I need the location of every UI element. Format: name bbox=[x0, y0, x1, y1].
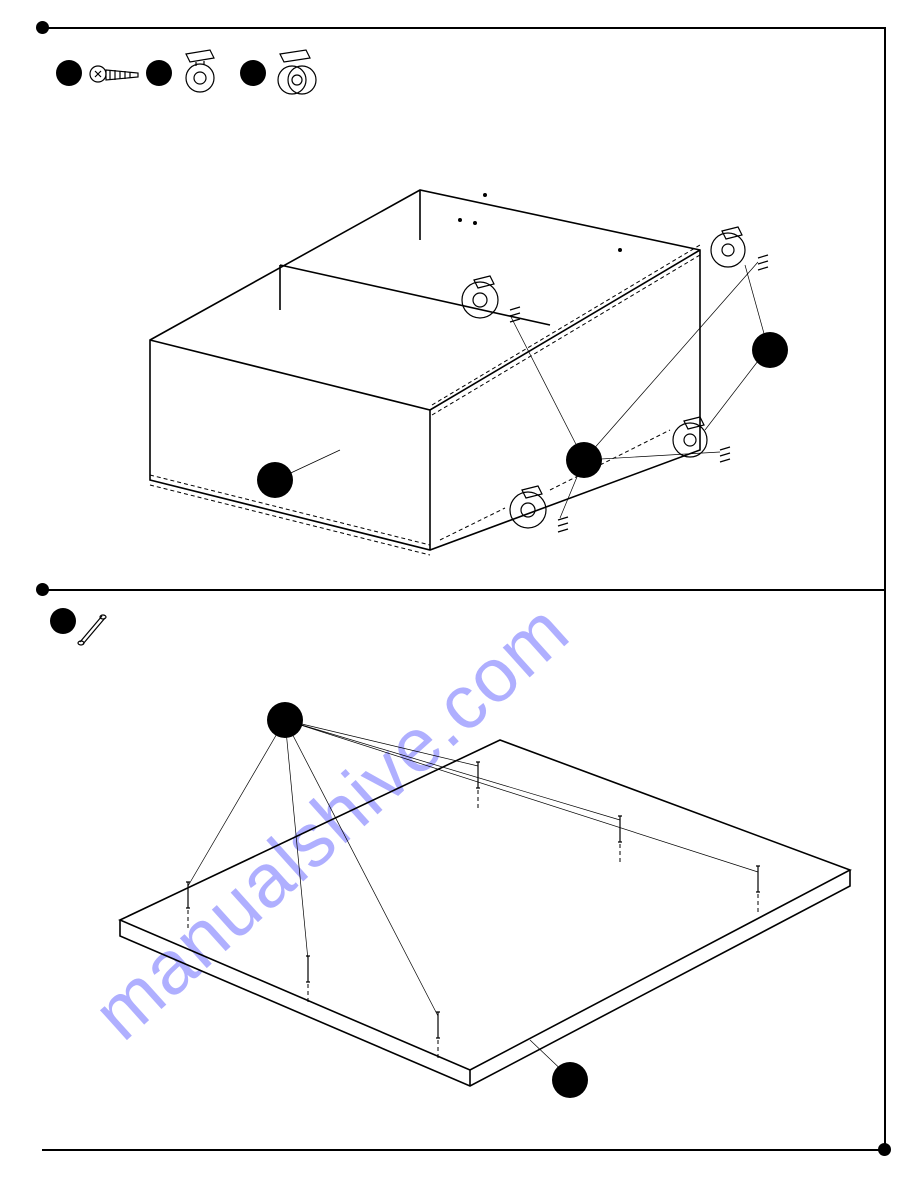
bottom-rule bbox=[42, 1149, 885, 1151]
caster-icon-1 bbox=[176, 48, 226, 98]
top-panel-label-dot bbox=[552, 1062, 588, 1098]
screw-callout-dot bbox=[566, 442, 602, 478]
assembly-instruction-page: manualshive.com bbox=[0, 0, 918, 1188]
divider-rule bbox=[42, 589, 885, 591]
top-rule bbox=[42, 27, 885, 29]
caster-icon-2 bbox=[270, 48, 324, 100]
hardware-label-dot-caster-2 bbox=[240, 60, 266, 86]
dowel-pin-icon bbox=[72, 606, 116, 650]
screw-icon bbox=[88, 58, 144, 92]
corner-dot-bottom-right bbox=[878, 1143, 891, 1156]
cabinet-panel-label-dot bbox=[257, 462, 293, 498]
hardware-label-dot-screw bbox=[56, 60, 82, 86]
top-panel-drawing bbox=[80, 680, 880, 1120]
divider-dot-left bbox=[36, 583, 49, 596]
pin-callout-dot bbox=[267, 702, 303, 738]
caster-callout-dot bbox=[752, 332, 788, 368]
corner-dot-top-left bbox=[36, 21, 49, 34]
cabinet-drawing bbox=[80, 110, 860, 570]
hardware-label-dot-caster-1 bbox=[146, 60, 172, 86]
